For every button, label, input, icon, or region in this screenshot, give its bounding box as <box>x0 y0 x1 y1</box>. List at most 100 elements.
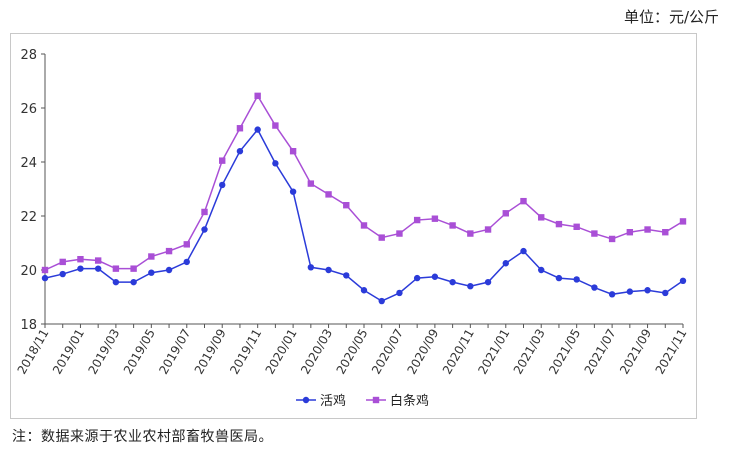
y-tick-label: 24 <box>20 156 37 171</box>
data-point <box>307 264 315 271</box>
chart-frame: 18 20 22 24 26 28 2018/11 2019/01 2019/03 2019/05… <box>10 33 697 419</box>
data-point <box>165 247 173 255</box>
data-point <box>502 210 509 217</box>
data-point <box>626 229 634 236</box>
data-point <box>219 181 226 189</box>
x-tick-label: 2020/01 <box>263 327 300 377</box>
data-point <box>467 230 474 237</box>
x-tick-label: 2019/05 <box>121 327 158 377</box>
data-point <box>325 266 332 274</box>
data-point <box>679 218 687 225</box>
x-tick-label: 2021/01 <box>475 327 512 377</box>
data-point <box>608 235 616 243</box>
x-tick-label: 2021/03 <box>511 327 548 377</box>
data-point <box>41 274 49 282</box>
data-point <box>555 220 563 228</box>
data-point <box>307 180 315 187</box>
data-point <box>272 160 279 167</box>
x-tick-label: 2021/11 <box>653 327 690 377</box>
x-tick-label: 2020/09 <box>404 327 441 377</box>
data-point <box>413 216 421 224</box>
x-tick-label: 2020/05 <box>334 327 371 377</box>
data-point <box>236 148 244 155</box>
data-point <box>520 197 527 205</box>
data-point <box>555 274 563 282</box>
data-point <box>289 188 297 195</box>
data-point <box>325 191 332 198</box>
data-point <box>591 284 598 291</box>
data-point <box>94 257 102 264</box>
data-point <box>59 258 66 266</box>
data-point <box>449 222 456 229</box>
data-point <box>502 260 509 267</box>
x-tick-label: 2019/01 <box>50 327 87 377</box>
x-tick-label: 2021/07 <box>582 327 619 377</box>
data-point <box>431 273 439 280</box>
data-point <box>484 278 492 286</box>
data-point <box>431 215 439 222</box>
data-point <box>360 222 368 229</box>
data-point <box>254 92 261 100</box>
series-line-2 <box>44 94 684 271</box>
x-tick-label: 2019/03 <box>85 327 122 377</box>
data-point <box>538 266 545 274</box>
data-point <box>662 289 669 297</box>
data-point <box>289 148 297 155</box>
x-tick-label: 2020/11 <box>440 327 477 377</box>
x-tick-label: 2019/09 <box>192 327 229 377</box>
x-tick-label: 2019/07 <box>156 327 193 377</box>
line-chart: 18 20 22 24 26 28 2018/112019/012019/032019/05… <box>15 48 690 409</box>
y-tick-label: 22 <box>20 210 37 225</box>
data-point <box>148 253 155 260</box>
data-point <box>378 297 385 305</box>
data-point <box>236 125 244 132</box>
y-tick-label: 28 <box>20 48 37 63</box>
data-point <box>59 270 66 278</box>
x-tick-label: 2018/11 <box>15 327 52 377</box>
x-tick-label: 2021/05 <box>546 327 583 377</box>
data-point <box>484 226 492 233</box>
unit-label: 单位：元/公斤 <box>623 8 719 26</box>
data-point <box>608 291 616 298</box>
legend-marker <box>302 396 310 404</box>
data-point <box>662 229 669 236</box>
data-point <box>520 247 527 255</box>
data-point <box>644 287 651 294</box>
data-point <box>538 214 545 221</box>
data-point <box>254 126 261 133</box>
data-point <box>396 289 403 297</box>
y-tick-label: 20 <box>20 264 37 279</box>
data-point <box>626 288 634 295</box>
data-point <box>413 274 421 282</box>
data-point <box>112 278 120 286</box>
data-point <box>148 269 155 276</box>
y-tick-label: 18 <box>20 318 37 333</box>
data-point <box>201 226 208 233</box>
legend-label: 白条鸡 <box>390 393 429 409</box>
legend-label: 活鸡 <box>320 393 346 409</box>
data-point <box>343 202 350 209</box>
data-point <box>201 208 208 216</box>
series-line-1 <box>44 128 684 302</box>
data-point <box>360 287 368 294</box>
source-note: 注：数据来源于农业农村部畜牧兽医局。 <box>12 429 273 445</box>
data-point <box>112 265 120 272</box>
data-point <box>343 272 350 279</box>
data-point <box>573 223 580 230</box>
data-point <box>165 266 173 274</box>
data-point <box>41 266 49 274</box>
data-point <box>183 258 190 266</box>
x-tick-label: 2019/11 <box>227 327 264 377</box>
y-tick-label: 26 <box>20 102 37 117</box>
data-point <box>467 283 474 290</box>
data-point <box>272 122 279 129</box>
data-point <box>591 230 598 237</box>
data-point <box>644 226 651 233</box>
data-point <box>130 278 137 286</box>
data-point <box>396 230 403 237</box>
data-point <box>94 265 102 272</box>
data-point <box>183 241 190 248</box>
data-point <box>449 278 456 286</box>
data-point <box>573 276 580 283</box>
x-tick-label: 2020/07 <box>369 327 406 377</box>
